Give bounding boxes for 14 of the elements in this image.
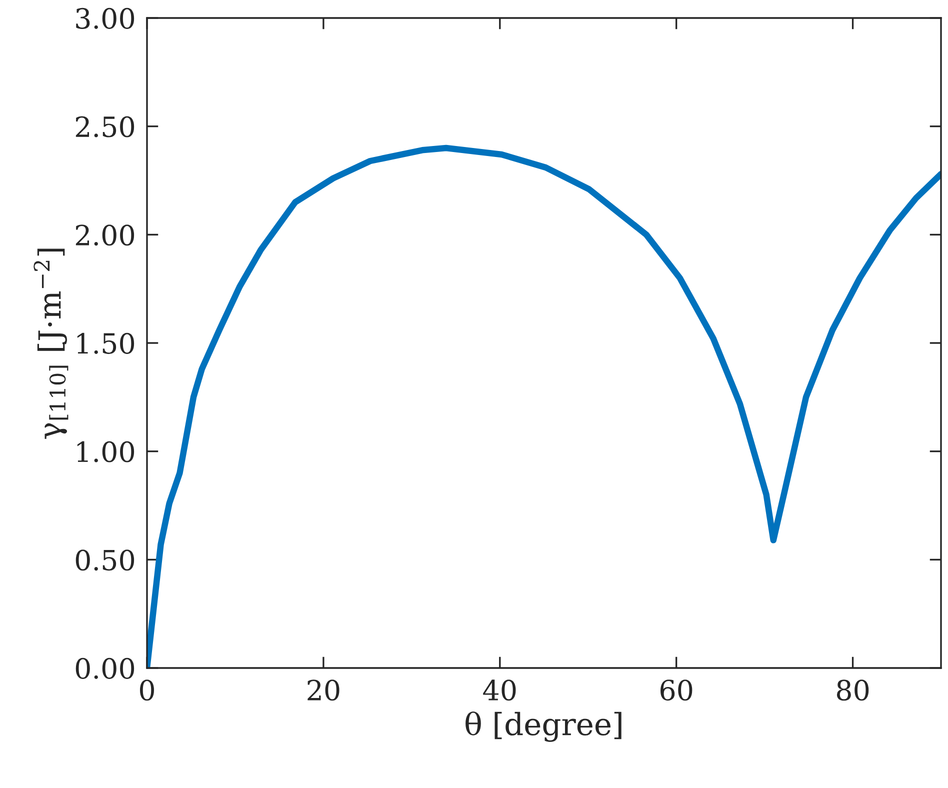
y-tick-label: 2.50 [76,116,134,138]
x-axis-title: θ [degree] [466,712,622,742]
y-tick-label: 2.00 [76,224,134,246]
y-tick-label: 1.00 [77,441,134,462]
x-tick-label: 20 [308,680,340,701]
y-tick-label: 0.50 [76,550,134,571]
x-tick-label: 80 [836,680,869,701]
x-tick-label: 60 [660,680,692,701]
y-tick-label: 1.50 [77,332,134,354]
y-axis-title: γ$_{[110]}$ [J·m$^{−2}$] [34,248,68,439]
x-tick-label: 40 [483,680,516,701]
y-tick-label: 0.00 [76,658,134,679]
y-tick-label: 3.00 [76,8,134,29]
x-tick-label: 0 [140,680,154,701]
